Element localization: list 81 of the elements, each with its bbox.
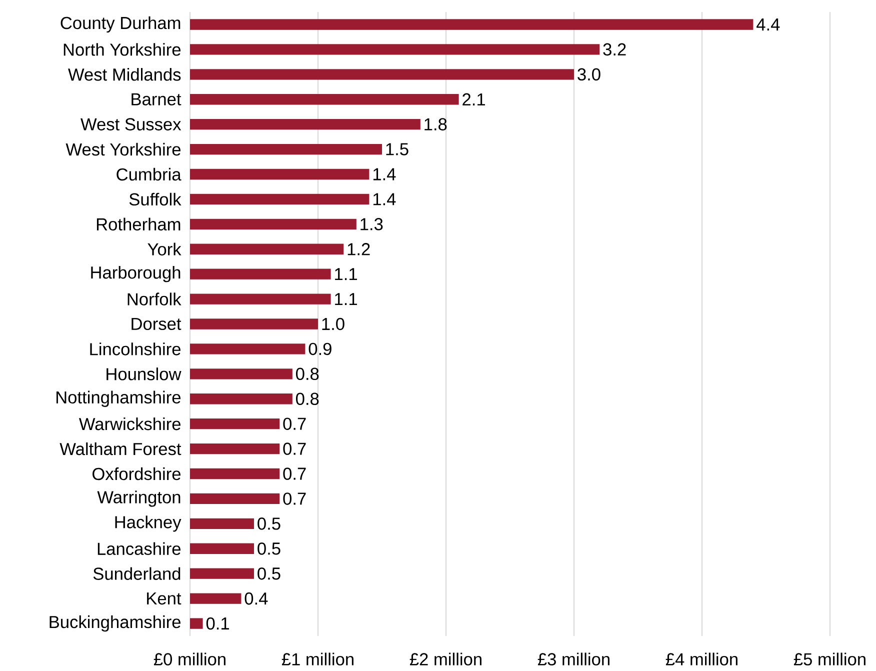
bar bbox=[190, 318, 318, 330]
bar bbox=[190, 268, 331, 280]
data-label: 1.4 bbox=[373, 168, 396, 180]
y-tick-label: Oxfordshire bbox=[92, 467, 181, 480]
y-tick-label: County Durham bbox=[60, 16, 180, 32]
data-label: 0.8 bbox=[296, 368, 319, 380]
y-tick-label: Dorset bbox=[132, 318, 182, 330]
data-label: 0.8 bbox=[296, 392, 319, 405]
bar bbox=[190, 68, 574, 80]
data-label: 3.2 bbox=[603, 43, 626, 56]
data-label: 0.5 bbox=[258, 517, 280, 530]
data-label: 0.7 bbox=[283, 442, 306, 455]
bar bbox=[190, 194, 370, 204]
y-tick-label: West Midlands bbox=[68, 68, 181, 81]
y-tick-label: North Yorkshire bbox=[64, 42, 181, 56]
data-label: 4.4 bbox=[756, 18, 780, 30]
bar bbox=[190, 344, 306, 354]
data-label: 2.1 bbox=[462, 93, 485, 106]
bar bbox=[190, 144, 382, 155]
bar bbox=[190, 368, 292, 380]
data-label: 0.1 bbox=[206, 617, 229, 630]
y-tick-label: Hackney bbox=[115, 515, 182, 532]
y-tick-label: York bbox=[148, 242, 182, 256]
y-tick-label: Norfolk bbox=[128, 292, 182, 306]
y-tick-label: Hounslow bbox=[106, 367, 182, 380]
data-label: 1.4 bbox=[373, 193, 396, 206]
bar bbox=[190, 418, 280, 430]
y-tick-label: West Yorkshire bbox=[66, 142, 181, 156]
y-tick-label: Nottinghamshire bbox=[56, 390, 180, 407]
data-label: 1.3 bbox=[360, 218, 383, 230]
bar bbox=[190, 168, 370, 180]
y-tick-label: Harborough bbox=[91, 266, 180, 282]
y-tick-label: Lincolnshire bbox=[90, 342, 180, 356]
bar bbox=[190, 543, 254, 554]
data-label: 1.0 bbox=[322, 318, 344, 330]
y-tick-label: Cumbria bbox=[116, 168, 182, 181]
x-tick-label: £2 million bbox=[410, 652, 482, 666]
data-label: 0.5 bbox=[258, 567, 280, 580]
x-tick-label: £0 million bbox=[154, 652, 226, 666]
data-label: 1.1 bbox=[335, 292, 357, 305]
x-tick-label: £3 million bbox=[538, 652, 610, 666]
bar bbox=[190, 19, 754, 30]
y-tick-label: Warwickshire bbox=[78, 417, 181, 430]
bar bbox=[190, 294, 331, 304]
y-tick-label: Warrington bbox=[97, 490, 180, 507]
y-tick-label: Sunderland bbox=[93, 567, 180, 580]
data-label: 0.7 bbox=[283, 492, 306, 505]
x-tick-label: £5 million bbox=[794, 652, 866, 666]
bar bbox=[190, 493, 280, 504]
data-label: 1.1 bbox=[335, 268, 357, 280]
y-tick-label: Lancashire bbox=[98, 542, 180, 555]
bar bbox=[190, 443, 280, 454]
data-label: 1.8 bbox=[424, 118, 447, 130]
bar bbox=[190, 218, 356, 230]
y-tick-label: Suffolk bbox=[129, 192, 182, 206]
bar bbox=[190, 118, 420, 130]
bar bbox=[190, 44, 600, 55]
y-tick-label: Waltham Forest bbox=[60, 442, 182, 456]
data-label: 1.2 bbox=[348, 242, 370, 256]
data-label: 0.4 bbox=[244, 592, 268, 605]
y-tick-label: West Sussex bbox=[80, 118, 182, 130]
bar bbox=[190, 518, 254, 529]
y-tick-label: Buckinghamshire bbox=[50, 615, 180, 632]
bar bbox=[190, 393, 292, 404]
data-label: 0.9 bbox=[308, 342, 332, 355]
data-label: 0.7 bbox=[283, 418, 306, 430]
data-label: 3.0 bbox=[578, 68, 600, 80]
x-tick-label: £1 million bbox=[282, 652, 354, 666]
bar bbox=[190, 244, 344, 254]
bar bbox=[190, 618, 203, 629]
x-tick-label: £4 million bbox=[666, 652, 738, 666]
bar bbox=[190, 593, 242, 604]
y-tick-label: Kent bbox=[147, 592, 182, 605]
y-tick-label: Rotherham bbox=[96, 218, 180, 230]
y-tick-label: Barnet bbox=[132, 93, 182, 106]
data-label: 0.7 bbox=[283, 468, 306, 480]
data-label: 1.5 bbox=[386, 143, 408, 156]
data-label: 0.5 bbox=[258, 542, 280, 555]
bar bbox=[190, 468, 280, 479]
bar bbox=[190, 94, 459, 105]
bar bbox=[190, 568, 254, 579]
